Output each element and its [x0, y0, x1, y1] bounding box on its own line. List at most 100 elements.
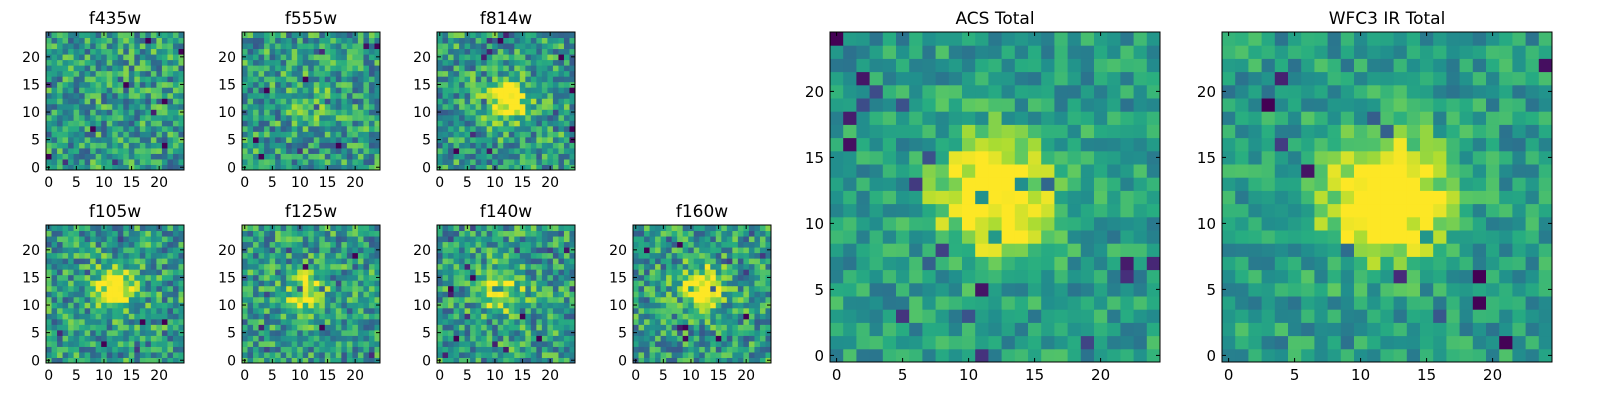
heatmap-cell — [536, 49, 542, 55]
heatmap-cell — [639, 346, 645, 352]
heatmap-cell — [1002, 243, 1016, 257]
heatmap-cell — [156, 269, 162, 275]
heatmap-cell — [564, 269, 570, 275]
heatmap-cell — [275, 93, 281, 99]
heatmap-cell — [716, 247, 722, 253]
heatmap-cell — [167, 258, 173, 264]
heatmap-cell — [264, 335, 270, 341]
heatmap-cell — [347, 313, 353, 319]
heatmap-cell — [498, 286, 504, 292]
heatmap-cell — [129, 313, 135, 319]
heatmap-cell — [481, 264, 487, 270]
heatmap-cell — [107, 286, 113, 292]
heatmap-cell — [107, 242, 113, 248]
heatmap-cell — [553, 82, 559, 88]
heatmap-cell — [454, 87, 460, 93]
heatmap-cell — [253, 269, 259, 275]
heatmap-cell — [448, 346, 454, 352]
heatmap-cell — [694, 324, 700, 330]
heatmap-cell — [525, 225, 531, 231]
heatmap-cell — [743, 335, 749, 341]
heatmap-cell — [167, 225, 173, 231]
heatmap-cell — [650, 236, 656, 242]
heatmap-cell — [1015, 322, 1029, 336]
heatmap-cell — [253, 231, 259, 237]
y-tick-label: 10 — [413, 298, 431, 314]
heatmap-cell — [732, 280, 738, 286]
heatmap-cell — [672, 324, 678, 330]
heatmap-cell — [264, 247, 270, 253]
heatmap-cell — [253, 258, 259, 264]
heatmap-cell — [536, 120, 542, 126]
heatmap-cell — [936, 230, 950, 244]
heatmap-cell — [134, 253, 140, 259]
heatmap-cell — [129, 120, 135, 126]
heatmap-cell — [118, 247, 124, 253]
heatmap-cell — [498, 324, 504, 330]
heatmap-cell — [358, 330, 364, 336]
heatmap-cell — [68, 247, 74, 253]
heatmap-cell — [101, 313, 107, 319]
heatmap-cell — [358, 93, 364, 99]
heatmap-cell — [509, 109, 515, 115]
heatmap-cell — [520, 76, 526, 82]
heatmap-cell — [487, 32, 493, 38]
heatmap-cell — [710, 297, 716, 303]
heatmap-cell — [716, 286, 722, 292]
heatmap-cell — [553, 153, 559, 159]
heatmap-cell — [145, 236, 151, 242]
heatmap-cell — [949, 322, 963, 336]
heatmap-cell — [68, 253, 74, 259]
heatmap-cell — [145, 330, 151, 336]
heatmap-cell — [369, 120, 375, 126]
heatmap-cell — [677, 346, 683, 352]
heatmap-cell — [487, 93, 493, 99]
heatmap-cell — [74, 93, 80, 99]
heatmap-cell — [732, 297, 738, 303]
heatmap-cell — [760, 280, 766, 286]
heatmap-cell — [242, 131, 248, 137]
heatmap-cell — [909, 151, 923, 165]
heatmap-cell — [129, 38, 135, 44]
heatmap-cell — [347, 308, 353, 314]
heatmap-cell — [542, 43, 548, 49]
heatmap-cell — [156, 60, 162, 66]
heatmap-cell — [655, 330, 661, 336]
heatmap-cell — [369, 71, 375, 77]
heatmap-cell — [732, 308, 738, 314]
heatmap-cell — [325, 341, 331, 347]
heatmap-cell — [644, 324, 650, 330]
heatmap-cell — [459, 291, 465, 297]
heatmap-cell — [347, 98, 353, 104]
heatmap-cell — [503, 352, 509, 358]
heatmap-cell — [173, 242, 179, 248]
heatmap-cell — [448, 98, 454, 104]
heatmap-cell — [352, 137, 358, 143]
heatmap-cell — [264, 258, 270, 264]
heatmap-cell — [162, 313, 168, 319]
heatmap-cell — [68, 352, 74, 358]
heatmap-cell — [564, 264, 570, 270]
heatmap-cell — [1068, 204, 1082, 218]
heatmap-cell — [727, 225, 733, 231]
heatmap-cell — [542, 330, 548, 336]
y-tick-label: 20 — [218, 243, 236, 259]
heatmap-cell — [476, 275, 482, 281]
heatmap-cell — [514, 225, 520, 231]
x-tick-label: 0 — [44, 368, 53, 384]
heatmap-cell — [558, 346, 564, 352]
heatmap-cell — [520, 98, 526, 104]
heatmap-cell — [716, 291, 722, 297]
heatmap-cell — [465, 93, 471, 99]
heatmap-cell — [481, 104, 487, 110]
heatmap-cell — [553, 60, 559, 66]
heatmap-cell — [140, 258, 146, 264]
heatmap-cell — [68, 153, 74, 159]
heatmap-cell — [738, 231, 744, 237]
heatmap-cell — [347, 302, 353, 308]
heatmap-cell — [1107, 283, 1121, 297]
heatmap-cell — [547, 87, 553, 93]
heatmap-cell — [363, 148, 369, 154]
